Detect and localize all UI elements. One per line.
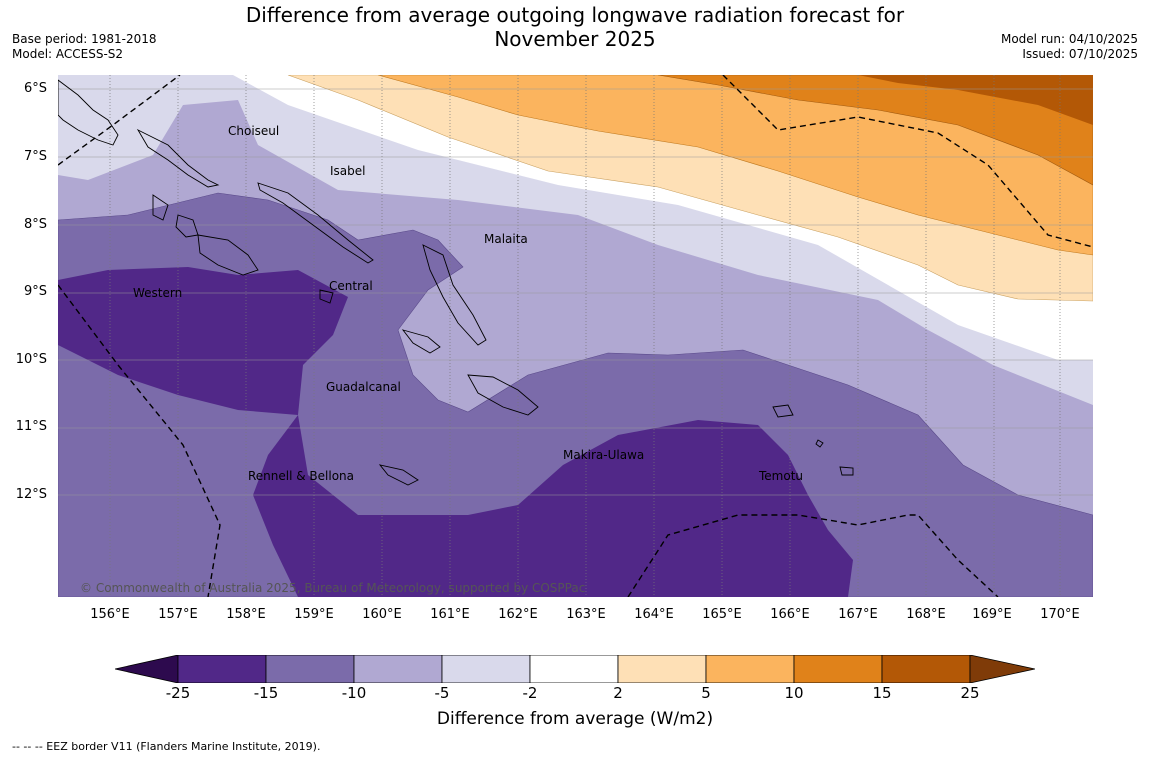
label-central: Central [329, 279, 373, 293]
savo-island [319, 289, 334, 304]
chart-title: Difference from average outgoing longwav… [0, 3, 1150, 51]
colorbar-extend-low [115, 655, 179, 683]
title-line-2: November 2025 [494, 27, 656, 51]
colorbar-swatches [115, 655, 1035, 683]
colorbar-tick: 5 [701, 684, 711, 702]
forecast-map: Choiseul Isabel Malaita Western Central … [58, 75, 1093, 597]
vella-lavella-island [152, 194, 169, 221]
malaita-island [422, 244, 487, 346]
colorbar-extend-high [969, 655, 1035, 683]
lon-label: 169°E [972, 607, 1012, 622]
model-run: Model run: 04/10/2025 [1000, 32, 1138, 46]
copyright-text: © Commonwealth of Australia 2025, Bureau… [80, 581, 585, 595]
eez-footnote: -- -- -- EEZ border V11 (Flanders Marine… [12, 740, 321, 753]
label-temotu: Temotu [758, 469, 803, 483]
lon-label: 162°E [498, 607, 538, 622]
lon-label: 158°E [226, 607, 266, 622]
utupua-island [815, 439, 824, 448]
label-makira-ulawa: Makira-Ulawa [563, 448, 644, 462]
label-choiseul: Choiseul [228, 124, 279, 138]
meta-right: Model run: 04/10/2025 Issued: 07/10/2025 [1001, 32, 1138, 62]
lat-label-8s: 8°S [23, 217, 47, 232]
colorbar-swatch [881, 655, 971, 683]
bougainville-coast [58, 79, 119, 146]
issued-date: Issued: 07/10/2025 [1022, 47, 1138, 61]
colorbar-swatch [353, 655, 443, 683]
lat-label-10s: 10°S [15, 352, 47, 367]
colorbar-tick: 15 [872, 684, 892, 702]
label-rennell-bellona: Rennell & Bellona [248, 469, 354, 483]
colorbar-swatch [441, 655, 531, 683]
lat-label-9s: 9°S [23, 284, 47, 299]
colorbar-title: Difference from average (W/m2) [436, 709, 714, 729]
colorbar-tick: 10 [784, 684, 804, 702]
lon-label: 168°E [906, 607, 946, 622]
colorbar-swatch [529, 655, 619, 683]
graticule [109, 75, 1061, 597]
colorbar-swatch [705, 655, 795, 683]
band-deep-purple-south [238, 410, 853, 597]
lat-label-11s: 11°S [15, 419, 47, 434]
lat-label-12s: 12°S [15, 487, 47, 502]
lon-label: 165°E [702, 607, 742, 622]
colorbar-swatch [265, 655, 355, 683]
santa-cruz-island [772, 404, 794, 418]
colorbar-tick: -5 [434, 684, 450, 702]
meta-left: Base period: 1981-2018 Model: ACCESS-S2 [12, 32, 157, 62]
base-period: Base period: 1981-2018 [12, 32, 157, 46]
new-georgia-island [197, 234, 259, 276]
rennell-island [378, 464, 419, 486]
label-malaita: Malaita [484, 232, 528, 246]
kolombangara-island [175, 214, 199, 238]
label-isabel: Isabel [330, 164, 365, 178]
lon-label: 163°E [566, 607, 606, 622]
lon-label: 164°E [634, 607, 674, 622]
colorbar-tick: -15 [253, 684, 279, 702]
colorbar-swatch [177, 655, 267, 683]
lat-label-6s: 6°S [23, 81, 47, 96]
band-orange [657, 75, 1093, 186]
lon-label: 159°E [294, 607, 334, 622]
lat-label-7s: 7°S [23, 149, 47, 164]
choiseul-island [136, 128, 220, 188]
colorbar-swatch [617, 655, 707, 683]
lon-label: 167°E [838, 607, 878, 622]
tikopia-island [839, 466, 854, 476]
label-western: Western [133, 286, 182, 300]
graticule-lat [58, 88, 1093, 496]
colorbar [115, 655, 1035, 683]
guadalcanal-island [467, 374, 539, 416]
band-deep-purple-west [58, 267, 348, 415]
colorbar-swatch [793, 655, 883, 683]
band-dark-orange [858, 75, 1093, 125]
colorbar-tick: 2 [613, 684, 623, 702]
lon-label: 166°E [770, 607, 810, 622]
eez-border [58, 75, 1093, 597]
lon-label: 157°E [158, 607, 198, 622]
lon-label: 161°E [430, 607, 470, 622]
maramasike-island [401, 329, 441, 354]
title-line-1: Difference from average outgoing longwav… [245, 3, 905, 27]
lon-label: 156°E [90, 607, 130, 622]
lon-label: 160°E [362, 607, 402, 622]
isabel-island [257, 182, 374, 264]
colorbar-tick: -10 [341, 684, 367, 702]
lon-label: 170°E [1040, 607, 1080, 622]
label-guadalcanal: Guadalcanal [326, 380, 401, 394]
coastlines [58, 79, 854, 486]
model-name: Model: ACCESS-S2 [12, 47, 124, 61]
colorbar-tick: -25 [165, 684, 191, 702]
province-labels: Choiseul Isabel Malaita Western Central … [133, 124, 803, 483]
colorbar-tick: -2 [522, 684, 538, 702]
colorbar-tick: 25 [960, 684, 980, 702]
